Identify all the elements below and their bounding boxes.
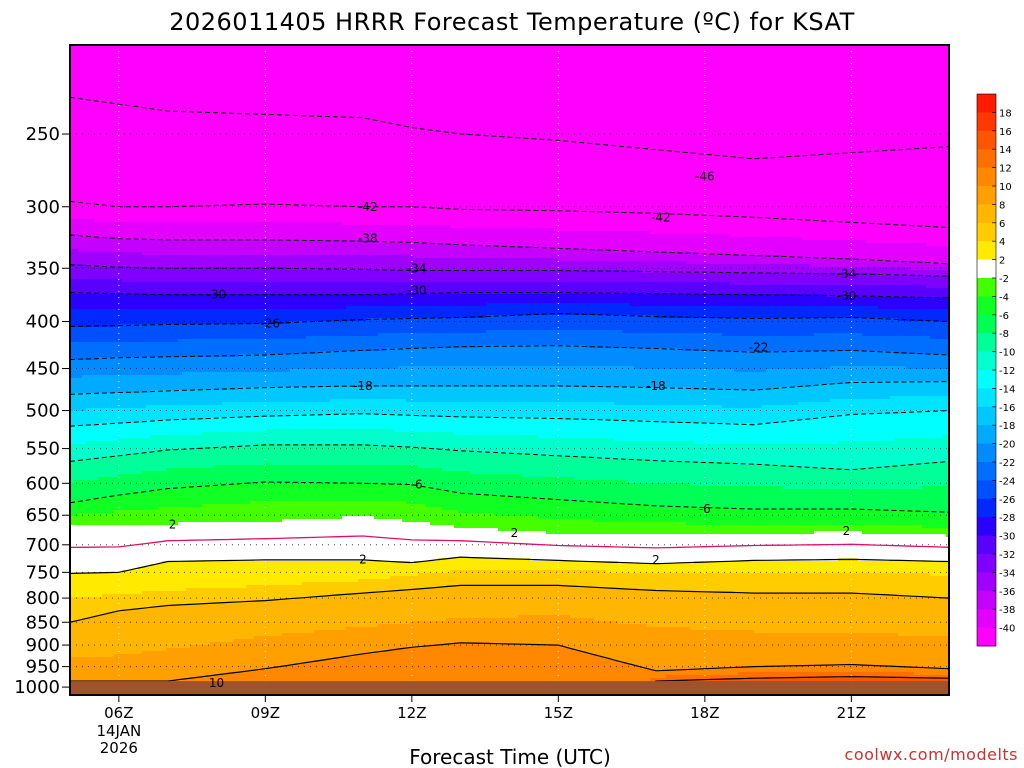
temperature-fill-layer	[70, 45, 951, 697]
chart-title: 2026011405 HRRR Forecast Temperature (ºC…	[169, 8, 855, 36]
chart-figure: 2026011405 HRRR Forecast Temperature (ºC…	[0, 0, 1024, 768]
plot-area	[70, 45, 951, 709]
